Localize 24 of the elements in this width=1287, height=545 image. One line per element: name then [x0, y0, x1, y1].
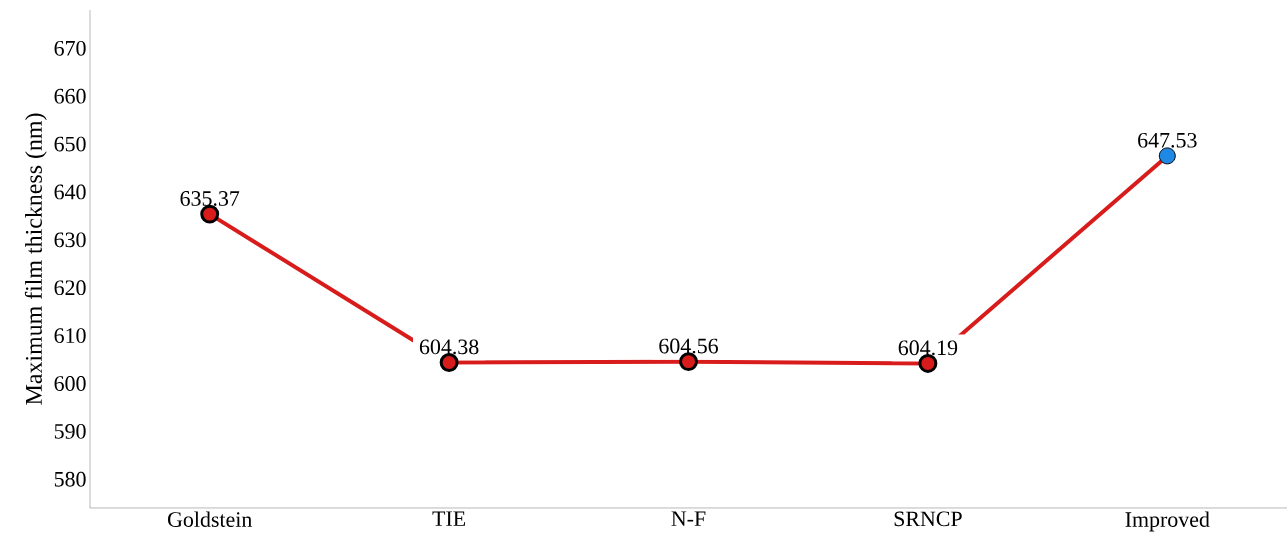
y-tick-label: 590 [54, 423, 86, 439]
point [679, 352, 698, 372]
x-tick-label: TIE [432, 511, 466, 526]
point [1158, 147, 1176, 165]
y-tick-label: 620 [54, 280, 86, 296]
y-axis-title: Maximum film thickness (nm) [24, 113, 47, 405]
y-tick-label: 610 [54, 328, 86, 343]
data-label: 604.38 [419, 339, 479, 355]
x-tick-label: Goldstein [168, 511, 252, 527]
data-label: 647.53 [1138, 132, 1197, 148]
x-tick-label: Improved [1125, 511, 1210, 532]
y-tick-label: 670 [54, 40, 86, 56]
data-label: 604.19 [898, 340, 958, 356]
x-tick-label: SRNCP [894, 511, 962, 527]
y-tick-label: 600 [54, 376, 86, 391]
data-label: 604.56 [659, 338, 718, 354]
point [200, 204, 220, 224]
y-tick-label: 650 [54, 136, 86, 152]
data-label: 635.37 [180, 191, 240, 206]
x-tick-label: N-F [671, 511, 706, 526]
y-tick-label: 630 [54, 232, 86, 248]
y-tick-label: 640 [54, 184, 86, 200]
y-tick-label: 580 [54, 471, 86, 487]
y-tick-label: 660 [54, 88, 86, 104]
